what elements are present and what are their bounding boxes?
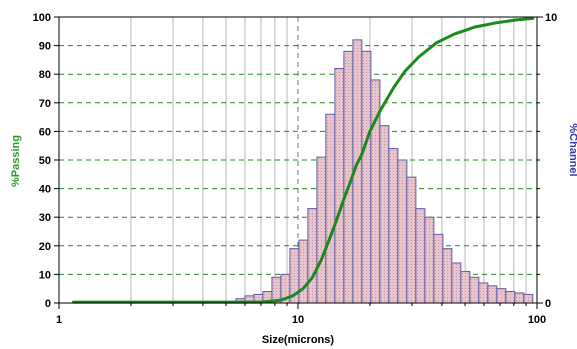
left-y-tick-label: 70 — [39, 98, 51, 110]
histogram-bar — [406, 176, 417, 304]
x-axis-title: Size(microns) — [262, 334, 334, 346]
histogram-bar — [325, 113, 336, 304]
x-tick-label: 100 — [528, 314, 546, 326]
histogram-bar — [469, 276, 480, 304]
histogram-bar — [424, 216, 435, 304]
histogram-bar — [379, 125, 390, 304]
passing-series — [72, 16, 535, 304]
histogram-bar — [523, 293, 534, 304]
left-y-tick-label: 20 — [39, 241, 51, 253]
x-tick-label: 10 — [292, 314, 304, 326]
left-y-tick-label: 30 — [39, 212, 51, 224]
left-y-tick-label: 10 — [39, 269, 51, 281]
histogram-bar — [442, 248, 453, 304]
histogram-bar — [298, 239, 309, 304]
right-axis-title: %Channel — [567, 123, 577, 176]
passing-curve — [72, 16, 535, 304]
label-layer: 0 10 20 30 40 50 60 70 80 90 100 0 10 1 10 100 — [33, 12, 558, 326]
histogram-bar — [361, 50, 372, 304]
histogram-bar — [316, 156, 327, 304]
histogram-bar — [433, 233, 444, 304]
left-y-tick-label: 80 — [39, 69, 51, 81]
left-y-tick-label: 40 — [39, 184, 51, 196]
histogram-bar — [388, 148, 399, 304]
left-axis-title: %Passing — [10, 135, 22, 187]
histogram-bar — [505, 291, 516, 304]
right-y-tick-label: 10 — [545, 12, 557, 24]
histogram-bar — [460, 271, 471, 304]
left-y-tick-label: 60 — [39, 126, 51, 138]
histogram-bar — [334, 67, 345, 304]
left-y-tick-label: 90 — [39, 41, 51, 53]
left-y-tick-label: 100 — [33, 12, 51, 24]
histogram-bar — [478, 282, 489, 304]
x-tick-label: 1 — [56, 314, 62, 326]
right-y-tick-label: 0 — [545, 298, 551, 310]
histogram-bar — [415, 208, 426, 304]
left-y-tick-label: 0 — [45, 298, 51, 310]
histogram-bar — [397, 159, 408, 304]
left-y-tick-label: 50 — [39, 155, 51, 167]
histogram-bar — [496, 288, 507, 304]
histogram-bar — [514, 292, 525, 304]
histogram-bar — [487, 285, 498, 304]
axis-layer — [54, 16, 543, 309]
histogram-bar — [451, 262, 462, 304]
bar-series — [235, 39, 534, 304]
histogram-bar — [307, 208, 318, 304]
